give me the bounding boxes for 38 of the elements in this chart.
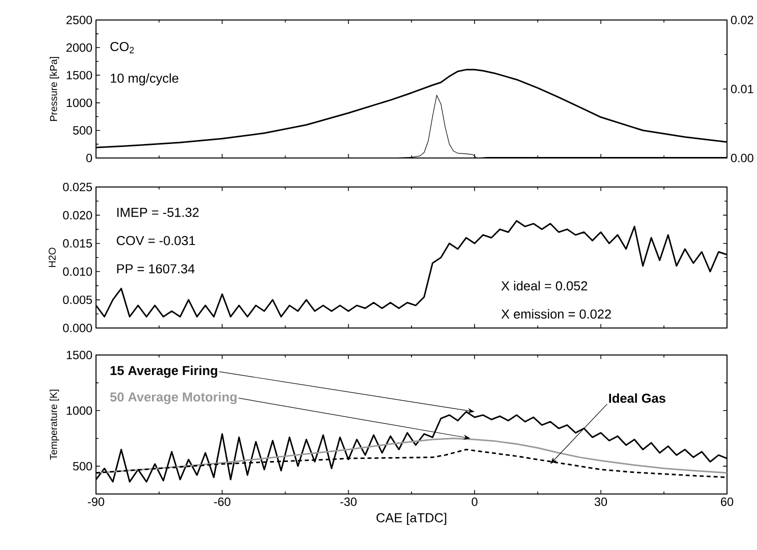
annotation: 10 mg/cycle [110,73,178,86]
annotation: 15 Average Firing [110,366,218,378]
annotation: 50 Average Motoring [110,392,237,404]
x-tick-label: -90 [88,498,104,506]
y-axis-title: Temperature [K] [50,390,60,460]
x-axis-title: CAE [aTDC] [376,512,446,525]
y2-tick-label: 0.01 [730,84,754,94]
annotation: IMEP = -51.32 [117,208,199,217]
y-tick-label: 0.015 [63,239,92,248]
y-tick-label: 0.020 [63,210,92,220]
annotation: PP = 1607.34 [117,264,195,274]
x-tick-label: 30 [594,498,607,506]
y-tick-label: 0.000 [63,324,92,332]
y-tick-label: 0.005 [63,296,92,304]
x-tick-label: 0 [472,498,478,506]
y-tick-label: 0.010 [63,267,92,276]
annotation: COV = -0.031 [116,236,196,246]
annotation: Ideal Gas [609,393,666,403]
y-tick-label: 1500 [66,70,92,80]
y-tick-label: 2000 [66,43,92,52]
annotation: X ideal = 0.052 [501,280,588,290]
y-tick-label: 0 [86,154,92,162]
annotation: X emission = 0.022 [501,309,611,319]
y-tick-label: 1000 [66,406,92,415]
y-tick-label: 1000 [66,98,92,108]
y-tick-label: 2500 [66,16,92,24]
y-tick-label: 500 [73,462,92,470]
y-axis-title: Pressure [kPa] [50,57,60,121]
y-tick-label: 1500 [66,350,92,360]
y-axis-title: H2O [48,248,56,267]
y2-tick-label: 0.02 [730,16,754,24]
y2-tick-label: 0.00 [730,154,754,162]
y-tick-label: 0.025 [63,182,92,192]
y-tick-label: 500 [73,126,92,135]
annotation: CO$_{2}$ [110,42,134,54]
x-tick-label: -60 [214,498,230,506]
x-tick-label: -30 [340,498,357,506]
x-tick-label: 60 [720,498,734,506]
